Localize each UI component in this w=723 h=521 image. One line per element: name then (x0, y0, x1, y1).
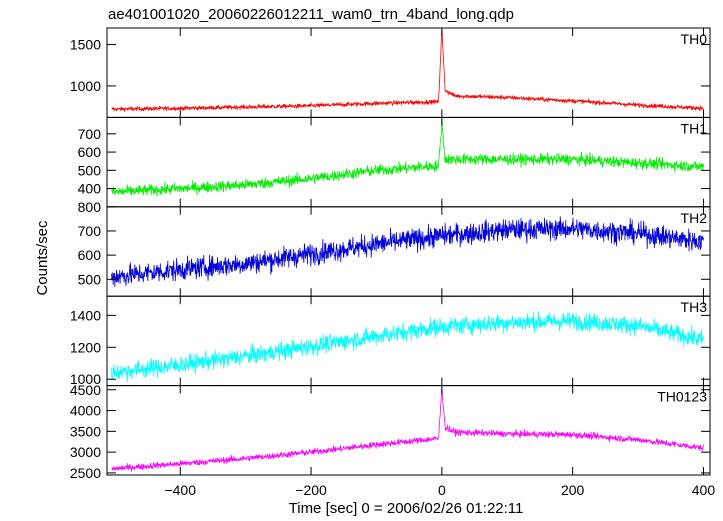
panel-frame-th0123 (106, 385, 711, 476)
y-tick-label: 400 (78, 181, 102, 197)
y-tick-label: 1000 (70, 78, 101, 94)
y-tick-label: 1400 (70, 307, 101, 323)
y-tick-label: 4000 (70, 403, 101, 419)
y-tick-label: 2500 (70, 465, 101, 481)
x-tick-label: −200 (295, 482, 327, 498)
panel-label-th1: TH1 (681, 120, 708, 136)
series-line-th0123 (111, 387, 704, 472)
x-tick-label: 0 (438, 482, 446, 498)
y-tick-label: 1000 (70, 371, 101, 387)
y-tick-label: 700 (78, 126, 102, 142)
y-tick-label: 1200 (70, 339, 101, 355)
y-tick-label: 3000 (70, 444, 101, 460)
panel-label-th0: TH0 (681, 31, 708, 47)
y-tick-label: 600 (78, 247, 102, 263)
y-tick-label: 500 (78, 271, 102, 287)
x-tick-label: 400 (692, 482, 716, 498)
panel-label-th2: TH2 (681, 210, 708, 226)
chart-title: ae401001020_20060226012211_wam0_trn_4ban… (108, 6, 514, 23)
x-tick-label: 200 (561, 482, 585, 498)
series-line-th1 (111, 118, 704, 197)
x-tick-label: −400 (164, 482, 196, 498)
x-axis-label: Time [sec] 0 = 2006/02/26 01:22:11 (289, 500, 524, 516)
series-line-th0 (111, 29, 704, 112)
panels-group: TH0 1000 1500 TH1 400 500 600 700 TH2 500 600 700 80… (70, 27, 716, 498)
y-tick-label: 800 (78, 199, 102, 215)
y-tick-label: 1500 (70, 37, 101, 53)
y-tick-label: 4500 (70, 382, 101, 398)
series-line-th3 (111, 310, 704, 382)
series-line-th2 (111, 216, 704, 287)
y-axis-label: Counts/sec (34, 220, 51, 296)
panel-label-th3: TH3 (681, 299, 708, 315)
y-tick-label: 3500 (70, 423, 101, 439)
y-tick-label: 600 (78, 144, 102, 160)
y-tick-label: 700 (78, 223, 102, 239)
y-tick-label: 500 (78, 162, 102, 178)
panel-frame-th3 (106, 295, 711, 387)
panel-label-th0123: TH0123 (657, 389, 707, 405)
panel-frame-th2 (106, 206, 711, 297)
